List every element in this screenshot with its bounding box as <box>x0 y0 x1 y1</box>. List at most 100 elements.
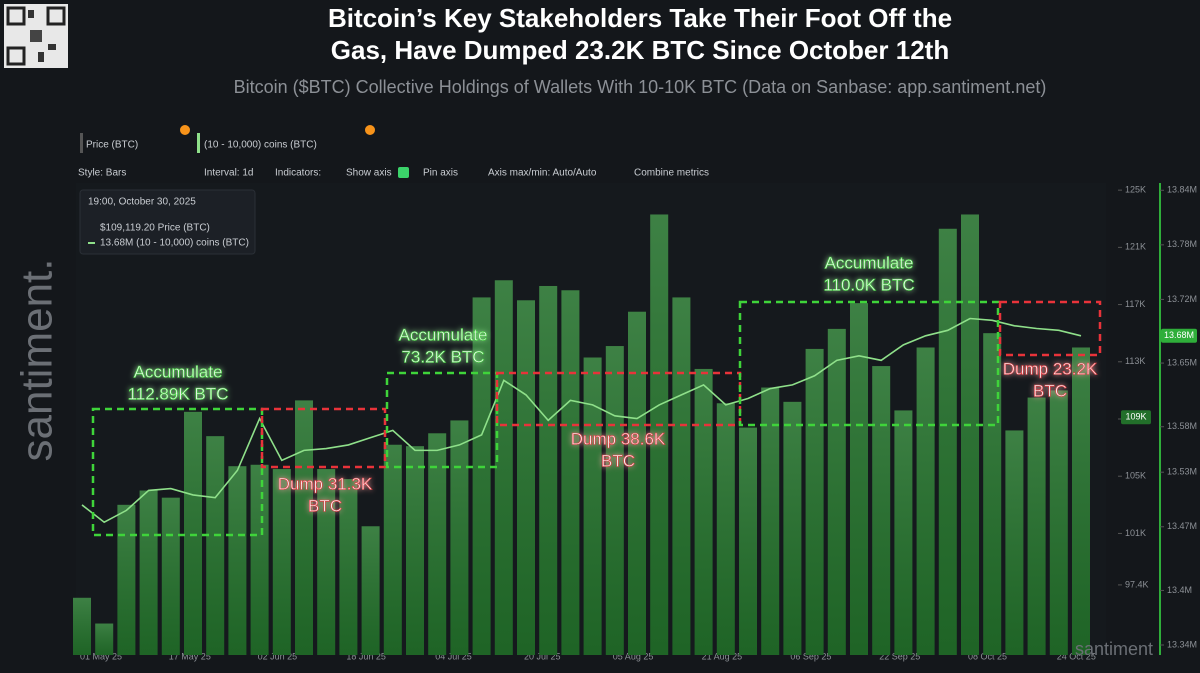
bar-shade <box>827 328 846 655</box>
y-tick-label: 121K <box>1125 242 1146 252</box>
bar-shade <box>73 597 91 655</box>
bar-shade <box>872 366 891 655</box>
annotation-text: 73.2K BTC <box>401 347 484 366</box>
bar-shade <box>850 303 868 655</box>
y2-tick-label: 13.58M <box>1167 421 1197 431</box>
bar-shade <box>1049 390 1068 655</box>
y2-tick-label: 13.47M <box>1167 521 1197 531</box>
toolbar-item[interactable]: Show axis <box>346 168 392 179</box>
toolbar-item[interactable]: Axis max/min: Auto/Auto <box>488 168 597 179</box>
y-tick-label: 113K <box>1125 356 1145 366</box>
bar-shade <box>184 411 202 655</box>
y2-tick-label: 13.4M <box>1167 585 1192 595</box>
annotation-box <box>260 407 387 469</box>
legend-item[interactable]: (10 - 10,000) coins (BTC) <box>204 140 317 151</box>
toolbar-item[interactable]: Combine metrics <box>634 168 709 179</box>
toolbar-item[interactable]: Style: Bars <box>78 168 126 179</box>
tooltip <box>79 189 256 255</box>
legend-marker <box>197 133 200 153</box>
bar-shade <box>539 285 558 655</box>
watermark: santiment <box>1075 639 1153 659</box>
bar-shade <box>916 347 935 655</box>
y2-tick-label: 13.65M <box>1167 357 1197 367</box>
legend-item[interactable]: Price (BTC) <box>86 140 138 151</box>
bar-shade <box>983 333 1002 655</box>
bar-shade <box>716 403 735 655</box>
bar-shade <box>450 420 469 655</box>
toolbar-item[interactable]: Indicators: <box>275 168 321 179</box>
holdings-line <box>81 317 1082 524</box>
annotation-text: BTC <box>1033 381 1067 400</box>
bar-shade <box>761 387 780 655</box>
annotation-box <box>91 407 264 537</box>
coin-icon <box>180 125 190 135</box>
bar-shade <box>228 466 247 655</box>
y2-tick-label: 13.72M <box>1167 294 1197 304</box>
x-tick-label: 24 Oct 25 <box>1057 651 1096 661</box>
annotation-text: Dump 38.6K <box>571 429 666 448</box>
bar-shade <box>383 444 402 655</box>
x-tick-label: 08 Oct 25 <box>968 651 1007 661</box>
bar-shade <box>783 401 802 655</box>
bar-shade <box>361 526 380 655</box>
x-tick-label: 05 Aug 25 <box>613 651 654 661</box>
bar-shade <box>628 311 646 655</box>
tooltip-time: 19:00, October 30, 2025 <box>88 197 196 208</box>
y2-tick-label: 13.78M <box>1167 239 1197 249</box>
annotation-text: Dump 31.3K <box>278 474 373 493</box>
y-tick-label: 125K <box>1125 185 1146 195</box>
bar-shade <box>472 297 491 655</box>
annotation-box <box>998 300 1102 357</box>
bar-shade <box>805 348 824 655</box>
y2-tick-label: 13.53M <box>1167 467 1197 477</box>
bar-shade <box>605 346 624 655</box>
legend-marker <box>80 133 83 153</box>
bar-shade <box>1072 347 1090 655</box>
annotation-text: BTC <box>308 496 342 515</box>
toolbar-item[interactable]: Pin axis <box>423 168 458 179</box>
bar-shade <box>694 368 713 655</box>
annotation-text: BTC <box>601 451 635 470</box>
annotation-box <box>738 300 1000 427</box>
bar-shade <box>117 504 136 655</box>
badge <box>1121 410 1151 425</box>
bar-shade <box>961 214 979 655</box>
title-line: Bitcoin’s Key Stakeholders Take Their Fo… <box>328 3 952 33</box>
bar-shade <box>139 490 158 655</box>
bar-shade <box>938 228 957 655</box>
annotation-text: Accumulate <box>399 325 488 344</box>
bar-shade <box>894 410 913 655</box>
bar-shade <box>672 297 691 655</box>
coin-icon <box>365 125 375 135</box>
bar-shade <box>1027 397 1046 655</box>
tooltip-row: $109,119.20 Price (BTC) <box>100 223 210 234</box>
watermark: santiment. <box>13 259 62 462</box>
x-tick-label: 06 Sep 25 <box>790 651 831 661</box>
badge <box>1161 328 1197 343</box>
bar-shade <box>583 357 602 655</box>
y-tick-label: 101K <box>1125 528 1146 538</box>
y2-tick-label: 13.34M <box>1167 639 1197 649</box>
y-tick-label: 97.4K <box>1125 579 1149 589</box>
bar-shade <box>339 479 358 655</box>
x-tick-label: 02 Jun 25 <box>258 651 298 661</box>
subtitle: Bitcoin ($BTC) Collective Holdings of Wa… <box>234 77 1047 97</box>
bar-shade <box>561 290 580 655</box>
x-tick-label: 04 Jul 25 <box>435 651 472 661</box>
bar-shade <box>406 446 424 655</box>
badge-text: 13.68M <box>1164 330 1194 340</box>
tooltip-row: 13.68M (10 - 10,000) coins (BTC) <box>100 238 249 249</box>
bar-shade <box>161 497 180 655</box>
plot: 97.4K 101K 105K 109K 113K 117K 121K 125K 13.34M 1… <box>73 183 1197 661</box>
toolbar-item[interactable]: Interval: 1d <box>204 168 253 179</box>
annotation-text: Dump 23.2K <box>1003 359 1098 378</box>
x-tick-label: 20 Jul 25 <box>524 651 561 661</box>
annotation-text: 112.89K BTC <box>128 384 229 403</box>
badge-text: 109K <box>1125 412 1146 422</box>
checkbox[interactable] <box>398 167 409 178</box>
bar-shade <box>650 214 669 655</box>
bar-shade <box>739 427 757 655</box>
y-tick-label: 105K <box>1125 471 1146 481</box>
